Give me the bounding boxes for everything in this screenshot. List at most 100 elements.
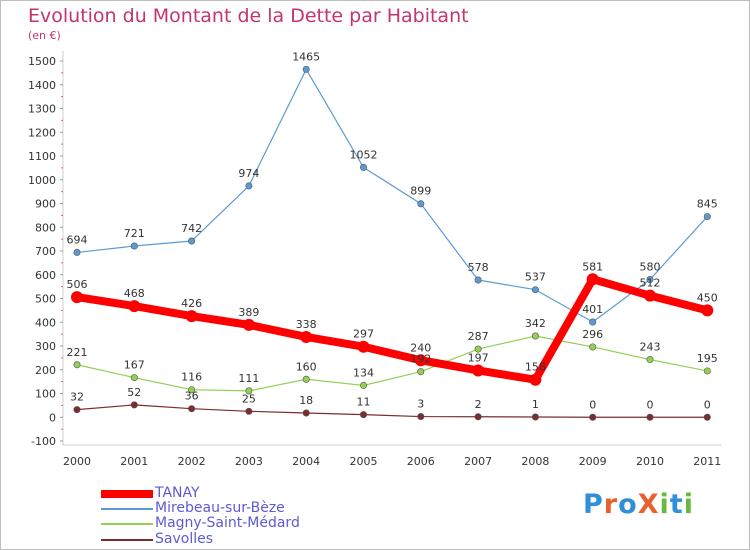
x-tick-label: 2010 bbox=[636, 455, 664, 468]
data-label: 899 bbox=[410, 185, 431, 198]
legend-swatch bbox=[101, 523, 153, 525]
data-label: 243 bbox=[640, 341, 661, 354]
data-point bbox=[586, 273, 599, 286]
data-point bbox=[472, 364, 485, 377]
data-label: 3 bbox=[417, 398, 424, 411]
data-label: 2 bbox=[475, 398, 482, 411]
data-label: 32 bbox=[70, 391, 84, 404]
data-label: 426 bbox=[181, 297, 202, 310]
proxiti-logo: ProXiti bbox=[583, 489, 694, 520]
y-tick-label: 300 bbox=[35, 340, 56, 353]
data-label: 195 bbox=[697, 352, 718, 365]
data-point bbox=[417, 368, 425, 376]
data-label: 694 bbox=[67, 233, 88, 246]
x-tick-label: 2011 bbox=[693, 455, 721, 468]
data-point bbox=[417, 413, 425, 421]
data-label: 116 bbox=[181, 371, 202, 384]
x-tick-label: 2009 bbox=[579, 455, 607, 468]
data-point bbox=[245, 387, 253, 395]
data-label: 192 bbox=[410, 353, 431, 366]
data-label: 1052 bbox=[350, 148, 378, 161]
data-point bbox=[529, 373, 542, 386]
data-point bbox=[73, 248, 81, 256]
data-label: 18 bbox=[299, 394, 313, 407]
legend-label: Magny-Saint-Médard bbox=[155, 515, 300, 531]
data-label: 36 bbox=[185, 390, 199, 403]
data-label: 52 bbox=[127, 386, 141, 399]
data-label: 974 bbox=[238, 167, 259, 180]
data-label: 240 bbox=[410, 341, 431, 354]
data-point bbox=[188, 386, 196, 394]
data-label: 297 bbox=[353, 328, 374, 341]
data-point bbox=[531, 413, 539, 421]
chart-subtitle: (en €) bbox=[28, 29, 61, 42]
data-label: 845 bbox=[697, 198, 718, 211]
data-point bbox=[302, 375, 310, 383]
data-point bbox=[414, 354, 427, 367]
chart-title: Evolution du Montant de la Dette par Hab… bbox=[28, 5, 469, 27]
data-point bbox=[703, 413, 711, 421]
y-tick-label: 700 bbox=[35, 245, 56, 258]
data-point bbox=[359, 411, 367, 419]
series-line-0 bbox=[76, 275, 709, 384]
data-label: 537 bbox=[525, 271, 546, 284]
data-label: 197 bbox=[468, 351, 489, 364]
data-point bbox=[644, 289, 656, 302]
data-point bbox=[531, 286, 539, 294]
y-tick-label: 0 bbox=[49, 411, 56, 424]
data-point bbox=[357, 340, 370, 353]
data-label: 742 bbox=[181, 222, 202, 235]
x-tick-label: 2005 bbox=[350, 455, 378, 468]
legend-label: TANAY bbox=[155, 485, 200, 501]
series-line-1 bbox=[76, 68, 708, 323]
data-label: 11 bbox=[357, 396, 371, 409]
data-point bbox=[531, 332, 539, 340]
data-point bbox=[128, 300, 141, 313]
data-point bbox=[646, 413, 654, 421]
x-tick-label: 2000 bbox=[63, 455, 91, 468]
data-label: 1465 bbox=[292, 50, 320, 63]
data-point bbox=[474, 276, 482, 284]
data-point bbox=[474, 413, 482, 421]
data-point bbox=[703, 367, 711, 375]
legend-swatch bbox=[101, 508, 153, 510]
data-label: 134 bbox=[353, 366, 374, 379]
y-tick-label: -100 bbox=[31, 435, 56, 448]
data-point bbox=[417, 200, 425, 208]
data-point bbox=[71, 291, 83, 304]
x-tick-label: 2007 bbox=[464, 455, 492, 468]
data-label: 221 bbox=[67, 346, 88, 359]
legend-swatch bbox=[101, 490, 153, 498]
series-line-3 bbox=[76, 404, 708, 418]
data-point bbox=[130, 401, 138, 409]
data-label: 296 bbox=[582, 328, 603, 341]
data-point bbox=[302, 409, 310, 417]
y-tick-label: 1100 bbox=[28, 150, 56, 163]
x-tick-label: 2003 bbox=[235, 455, 263, 468]
x-tick-label: 2001 bbox=[120, 455, 148, 468]
data-label: 160 bbox=[296, 360, 317, 373]
legend-label: Savolles bbox=[155, 531, 214, 547]
y-tick-label: 1200 bbox=[28, 126, 56, 139]
series-line-2 bbox=[76, 335, 708, 392]
data-point bbox=[359, 381, 367, 389]
data-point bbox=[188, 405, 196, 413]
y-tick-label: 800 bbox=[35, 221, 56, 234]
data-point bbox=[130, 374, 138, 382]
data-label: 401 bbox=[582, 303, 603, 316]
y-tick-label: 500 bbox=[35, 293, 56, 306]
data-label: 450 bbox=[697, 291, 718, 304]
x-tick-label: 2004 bbox=[292, 455, 320, 468]
data-point bbox=[646, 356, 654, 364]
data-label: 25 bbox=[242, 392, 256, 405]
data-label: 580 bbox=[640, 261, 661, 274]
data-label: 158 bbox=[525, 361, 546, 374]
y-tick-label: 1500 bbox=[28, 55, 56, 68]
y-tick-label: 1000 bbox=[28, 174, 56, 187]
legend-swatch bbox=[101, 539, 153, 541]
data-point bbox=[701, 304, 714, 317]
data-label: 721 bbox=[124, 227, 145, 240]
data-point bbox=[589, 318, 597, 326]
data-label: 0 bbox=[704, 398, 711, 411]
data-label: 581 bbox=[582, 260, 603, 273]
